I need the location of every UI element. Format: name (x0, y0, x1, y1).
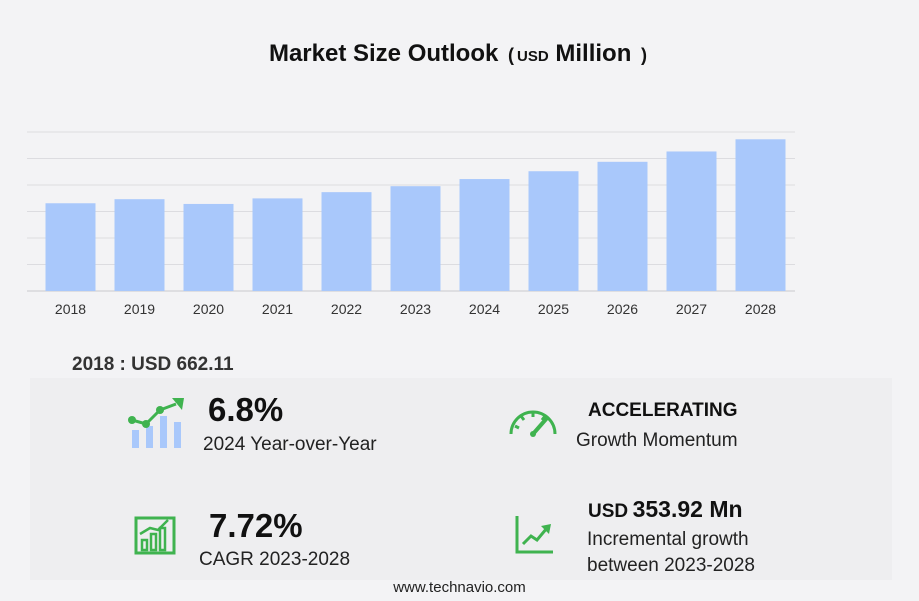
x-tick-label-2018: 2018 (55, 301, 86, 317)
bar-2020 (183, 203, 234, 291)
bar-2019 (114, 199, 165, 291)
momentum-label: Growth Momentum (576, 430, 738, 451)
bar-2027 (666, 151, 717, 291)
x-tick-label-2025: 2025 (538, 301, 569, 317)
bar-chart: 2018 2019 2020 2021 2022 2023 2024 2025 2026 2027… (27, 131, 795, 317)
bar-chart-icon (134, 516, 176, 555)
cagr-value: 7.72% (209, 507, 303, 544)
x-tick-label-2027: 2027 (676, 301, 707, 317)
x-tick-label-2024: 2024 (469, 301, 500, 317)
base-year-label: 2018 : USD 662.11 (72, 354, 234, 375)
title-paren-close: ) (641, 45, 648, 65)
title-paren-open: ( (508, 45, 515, 65)
x-tick-label-2021: 2021 (262, 301, 293, 317)
incremental-label-2: between 2023-2028 (587, 555, 755, 576)
x-tick-label-2023: 2023 (400, 301, 431, 317)
bar-2022 (321, 192, 372, 291)
bar-2024 (459, 179, 510, 291)
bar-2026 (597, 161, 648, 291)
incremental-unit: USD (588, 501, 629, 522)
incremental-value: USD 353.92 Mn (588, 496, 743, 523)
title-main: Market Size Outlook (268, 40, 499, 67)
x-tick-label-2026: 2026 (607, 301, 638, 317)
bar-2028 (735, 139, 786, 291)
cagr-label: CAGR 2023-2028 (199, 549, 351, 570)
bar-2021 (252, 198, 303, 291)
speedometer-icon (509, 410, 557, 437)
x-tick-label-2022: 2022 (331, 301, 362, 317)
yoy-label: 2024 Year-over-Year (203, 434, 377, 455)
momentum-value: ACCELERATING (588, 400, 738, 421)
bar-2018 (45, 203, 96, 291)
x-tick-label-2028: 2028 (745, 301, 776, 317)
title-unit: USD (517, 48, 549, 65)
growth-chart-icon (128, 398, 184, 448)
x-tick-label-2020: 2020 (193, 301, 224, 317)
source-footer: www.technavio.com (393, 579, 526, 596)
bar-2023 (390, 186, 441, 291)
title-unit-word: Million (555, 40, 632, 67)
chart-title: Market Size Outlook (USD Million ) (0, 40, 919, 68)
incremental-amount: 353.92 Mn (632, 496, 743, 522)
yoy-value: 6.8% (208, 391, 284, 428)
bar-2025 (528, 171, 579, 291)
trend-line-icon (515, 516, 553, 554)
x-tick-label-2019: 2019 (124, 301, 155, 317)
incremental-label-1: Incremental growth (587, 529, 749, 550)
